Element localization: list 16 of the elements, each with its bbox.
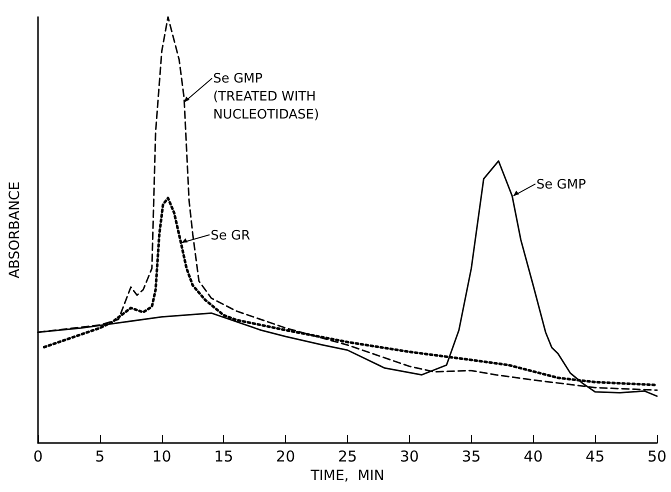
x-tick-label: 15 [214, 448, 234, 466]
annotation: Se GMP [536, 177, 586, 192]
x-tick-label: 10 [152, 448, 172, 466]
x-tick-label: 5 [95, 448, 105, 466]
x-axis-title: TIME, MIN [310, 468, 384, 484]
x-tick-label: 30 [400, 448, 419, 466]
x-tick-label: 20 [276, 448, 296, 466]
x-tick-label: 40 [524, 448, 543, 466]
annotation: Se GMP (TREATED WITH NUCLEOTIDASE) [213, 72, 320, 123]
x-tick-label: 35 [462, 448, 481, 466]
annotation: Se GR [210, 228, 250, 244]
x-tick-label: 45 [586, 448, 605, 466]
x-tick-label: 50 [647, 448, 667, 466]
y-axis-title: ABSORBANCE [7, 182, 23, 278]
x-tick-label: 0 [33, 448, 43, 466]
x-tick-label: 25 [338, 448, 358, 466]
